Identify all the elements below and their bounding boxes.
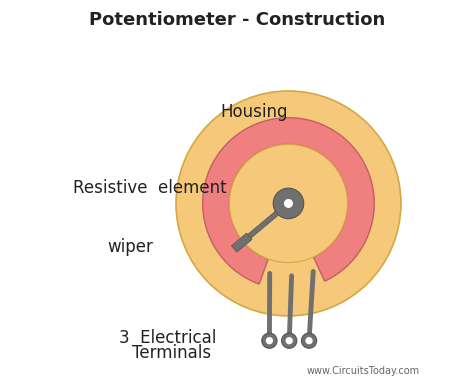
- Text: Housing: Housing: [220, 103, 288, 121]
- Text: Resistive  element: Resistive element: [73, 179, 227, 197]
- Polygon shape: [240, 211, 278, 245]
- Circle shape: [282, 333, 297, 348]
- Circle shape: [262, 333, 277, 348]
- Text: wiper: wiper: [108, 238, 153, 256]
- Circle shape: [301, 333, 317, 348]
- Polygon shape: [231, 233, 252, 252]
- Circle shape: [285, 337, 293, 344]
- Circle shape: [229, 144, 347, 263]
- Wedge shape: [203, 118, 374, 284]
- Circle shape: [176, 91, 401, 316]
- Text: www.CircuitsToday.com: www.CircuitsToday.com: [307, 366, 420, 376]
- Text: Terminals: Terminals: [132, 344, 211, 362]
- Circle shape: [273, 188, 304, 218]
- Text: 3  Electrical: 3 Electrical: [119, 329, 216, 347]
- Text: Potentiometer - Construction: Potentiometer - Construction: [89, 11, 385, 29]
- Circle shape: [285, 200, 292, 207]
- Circle shape: [266, 337, 273, 344]
- Circle shape: [305, 337, 313, 344]
